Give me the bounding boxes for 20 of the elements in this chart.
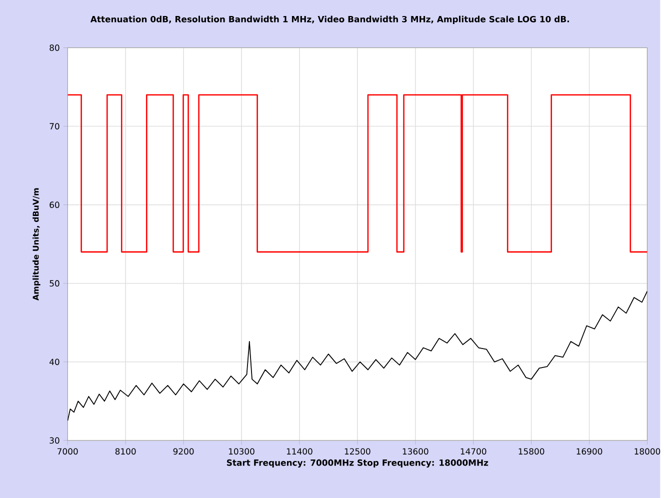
x-tick-label: 13600 (402, 448, 428, 455)
x-tick-label: 7000 (58, 448, 78, 455)
x-tick-label: 14700 (460, 448, 486, 455)
x-tick-label: 10300 (228, 448, 254, 455)
x-tick-label: 12500 (344, 448, 370, 455)
y-tick-label: 30 (50, 437, 60, 444)
y-tick-label: 60 (50, 202, 60, 208)
y-tick-label: 50 (50, 280, 60, 287)
x-tick-label: 8100 (115, 448, 136, 455)
line-series (68, 290, 648, 422)
x-tick-label: 18000 (634, 448, 660, 455)
y-tick-label: 70 (50, 123, 60, 130)
x-tick-label: 16900 (576, 448, 602, 455)
chart-title: Attenuation 0dB, Resolution Bandwidth 1 MHz, Video Bandwidth 3 MHz, Amplitude Scale LOG 10 dB. (90, 16, 569, 24)
x-tick-label: 9200 (173, 448, 194, 455)
y-tick-label: 40 (50, 358, 60, 366)
x-tick-label: 11400 (286, 448, 312, 455)
x-tick-label: 15800 (518, 448, 544, 455)
y-tick-label: 80 (50, 44, 60, 51)
x-axis-title: Start Frequency: 7000MHz Stop Frequency: 18000MHz (226, 459, 488, 468)
